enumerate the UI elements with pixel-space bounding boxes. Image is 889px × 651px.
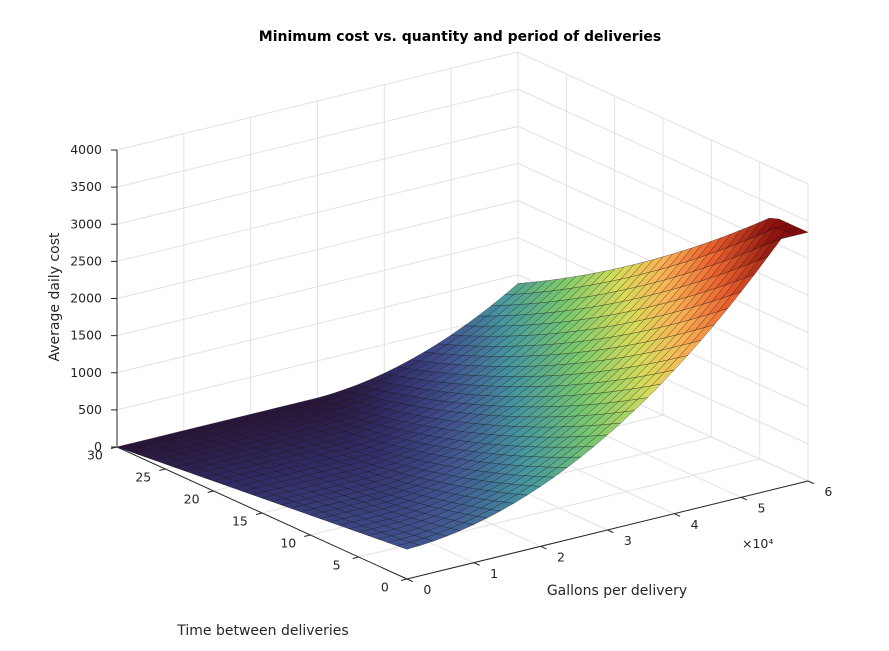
- y-tick-label: 0: [381, 579, 389, 594]
- x-tick-mark: [674, 513, 681, 517]
- grid-line-z: [116, 274, 519, 374]
- grid-line-z: [116, 311, 519, 411]
- y-tick-label: 25: [135, 469, 151, 484]
- x-tick-mark: [807, 480, 815, 485]
- tick-labels: 0123456051015202530050010001500200025003…: [70, 142, 832, 597]
- y-tick-mark: [400, 578, 408, 581]
- x-tick-mark: [607, 529, 614, 534]
- z-tick-label: 1500: [70, 328, 102, 343]
- x-tick-label: 3: [624, 533, 632, 548]
- x-tick-label: 5: [758, 501, 766, 516]
- surface-mesh: [116, 217, 809, 550]
- grid-line-z: [116, 200, 519, 299]
- grid-line-z: [116, 162, 519, 262]
- y-tick-mark: [304, 534, 311, 537]
- y-tick-label: 5: [333, 557, 341, 572]
- x-tick-mark: [473, 562, 480, 566]
- x-tick-label: 1: [490, 566, 498, 581]
- grid-line-z: [517, 88, 809, 222]
- surface-patch: [784, 227, 809, 236]
- grid-line-z: [116, 51, 519, 151]
- x-tick-mark: [740, 496, 748, 501]
- z-tick-label: 1000: [70, 365, 102, 380]
- x-tick-label: 2: [557, 550, 565, 565]
- z-tick-label: 3000: [70, 216, 102, 231]
- axes: [110, 149, 815, 583]
- z-axis-label: Average daily cost: [47, 232, 63, 361]
- y-tick-mark: [352, 556, 359, 559]
- y-tick-mark: [207, 490, 214, 493]
- grid-line-z: [517, 162, 809, 296]
- x-tick-mark: [406, 578, 414, 583]
- z-tick-label: 0: [94, 439, 102, 454]
- y-axis-label: Time between deliveries: [176, 623, 348, 639]
- chart-title: Minimum cost vs. quantity and period of …: [259, 29, 661, 45]
- x-tick-label: 4: [691, 517, 699, 532]
- z-tick-label: 500: [78, 402, 102, 417]
- y-tick-mark: [159, 468, 166, 471]
- y-tick-mark: [255, 512, 263, 515]
- grid-line-z: [116, 88, 519, 188]
- z-tick-label: 4000: [70, 142, 102, 157]
- grid-line-z: [517, 51, 809, 185]
- x-axis-multiplier: ×10⁴: [742, 536, 773, 551]
- y-tick-label: 10: [280, 535, 296, 550]
- y-tick-label: 20: [184, 491, 200, 506]
- y-tick-label: 15: [232, 513, 248, 528]
- x-axis-label: Gallons per delivery: [547, 583, 687, 599]
- x-tick-label: 0: [423, 582, 431, 597]
- y-tick-label: 30: [87, 447, 103, 462]
- z-tick-label: 2000: [70, 291, 102, 306]
- x-tick-label: 6: [824, 484, 832, 499]
- grid-line-z: [116, 237, 519, 337]
- x-tick-mark: [540, 545, 547, 550]
- z-tick-label: 3500: [70, 179, 102, 194]
- grid-line-z: [116, 125, 519, 225]
- z-tick-label: 2500: [70, 253, 102, 268]
